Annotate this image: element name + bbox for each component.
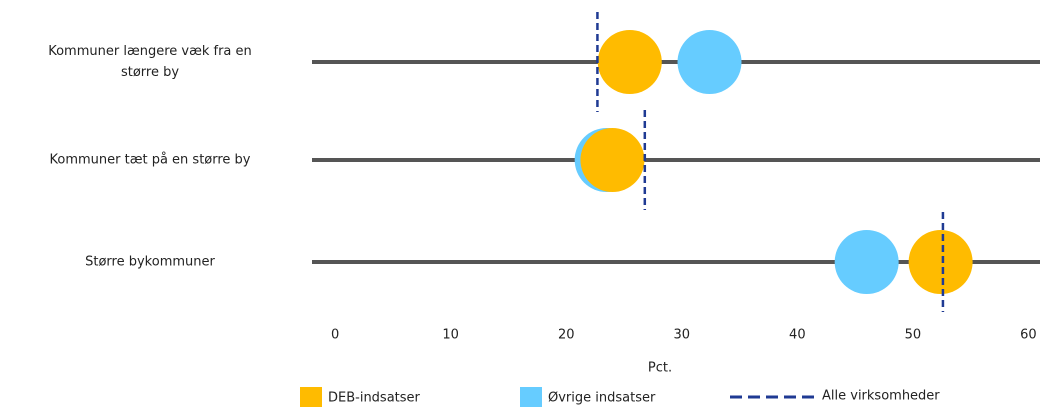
category-label: Kommuner længere væk fra en større by [48,44,252,80]
x-tick-label: 60 [1020,328,1037,343]
legend-swatch [520,387,542,407]
category-label: Kommuner tæt på en større by [49,152,251,168]
dot [597,30,662,94]
legend-label: DEB-indsatser [328,391,421,406]
legend-label: Øvrige indsatser [548,391,656,406]
x-tick-label: 40 [789,328,806,343]
x-tick-label: 30 [674,328,691,343]
x-axis-label: Pct. [648,361,672,376]
dot [834,230,899,294]
dot [580,128,645,192]
category-label: Større bykommuner [85,254,215,270]
x-tick-label: 20 [558,328,575,343]
legend-label: Alle virksomheder [822,389,940,404]
dot [908,230,973,294]
x-tick-label: 50 [905,328,922,343]
x-tick-label: 10 [442,328,459,343]
x-tick-label: 0 [331,328,339,343]
dot [677,30,742,94]
legend-swatch [300,387,322,407]
